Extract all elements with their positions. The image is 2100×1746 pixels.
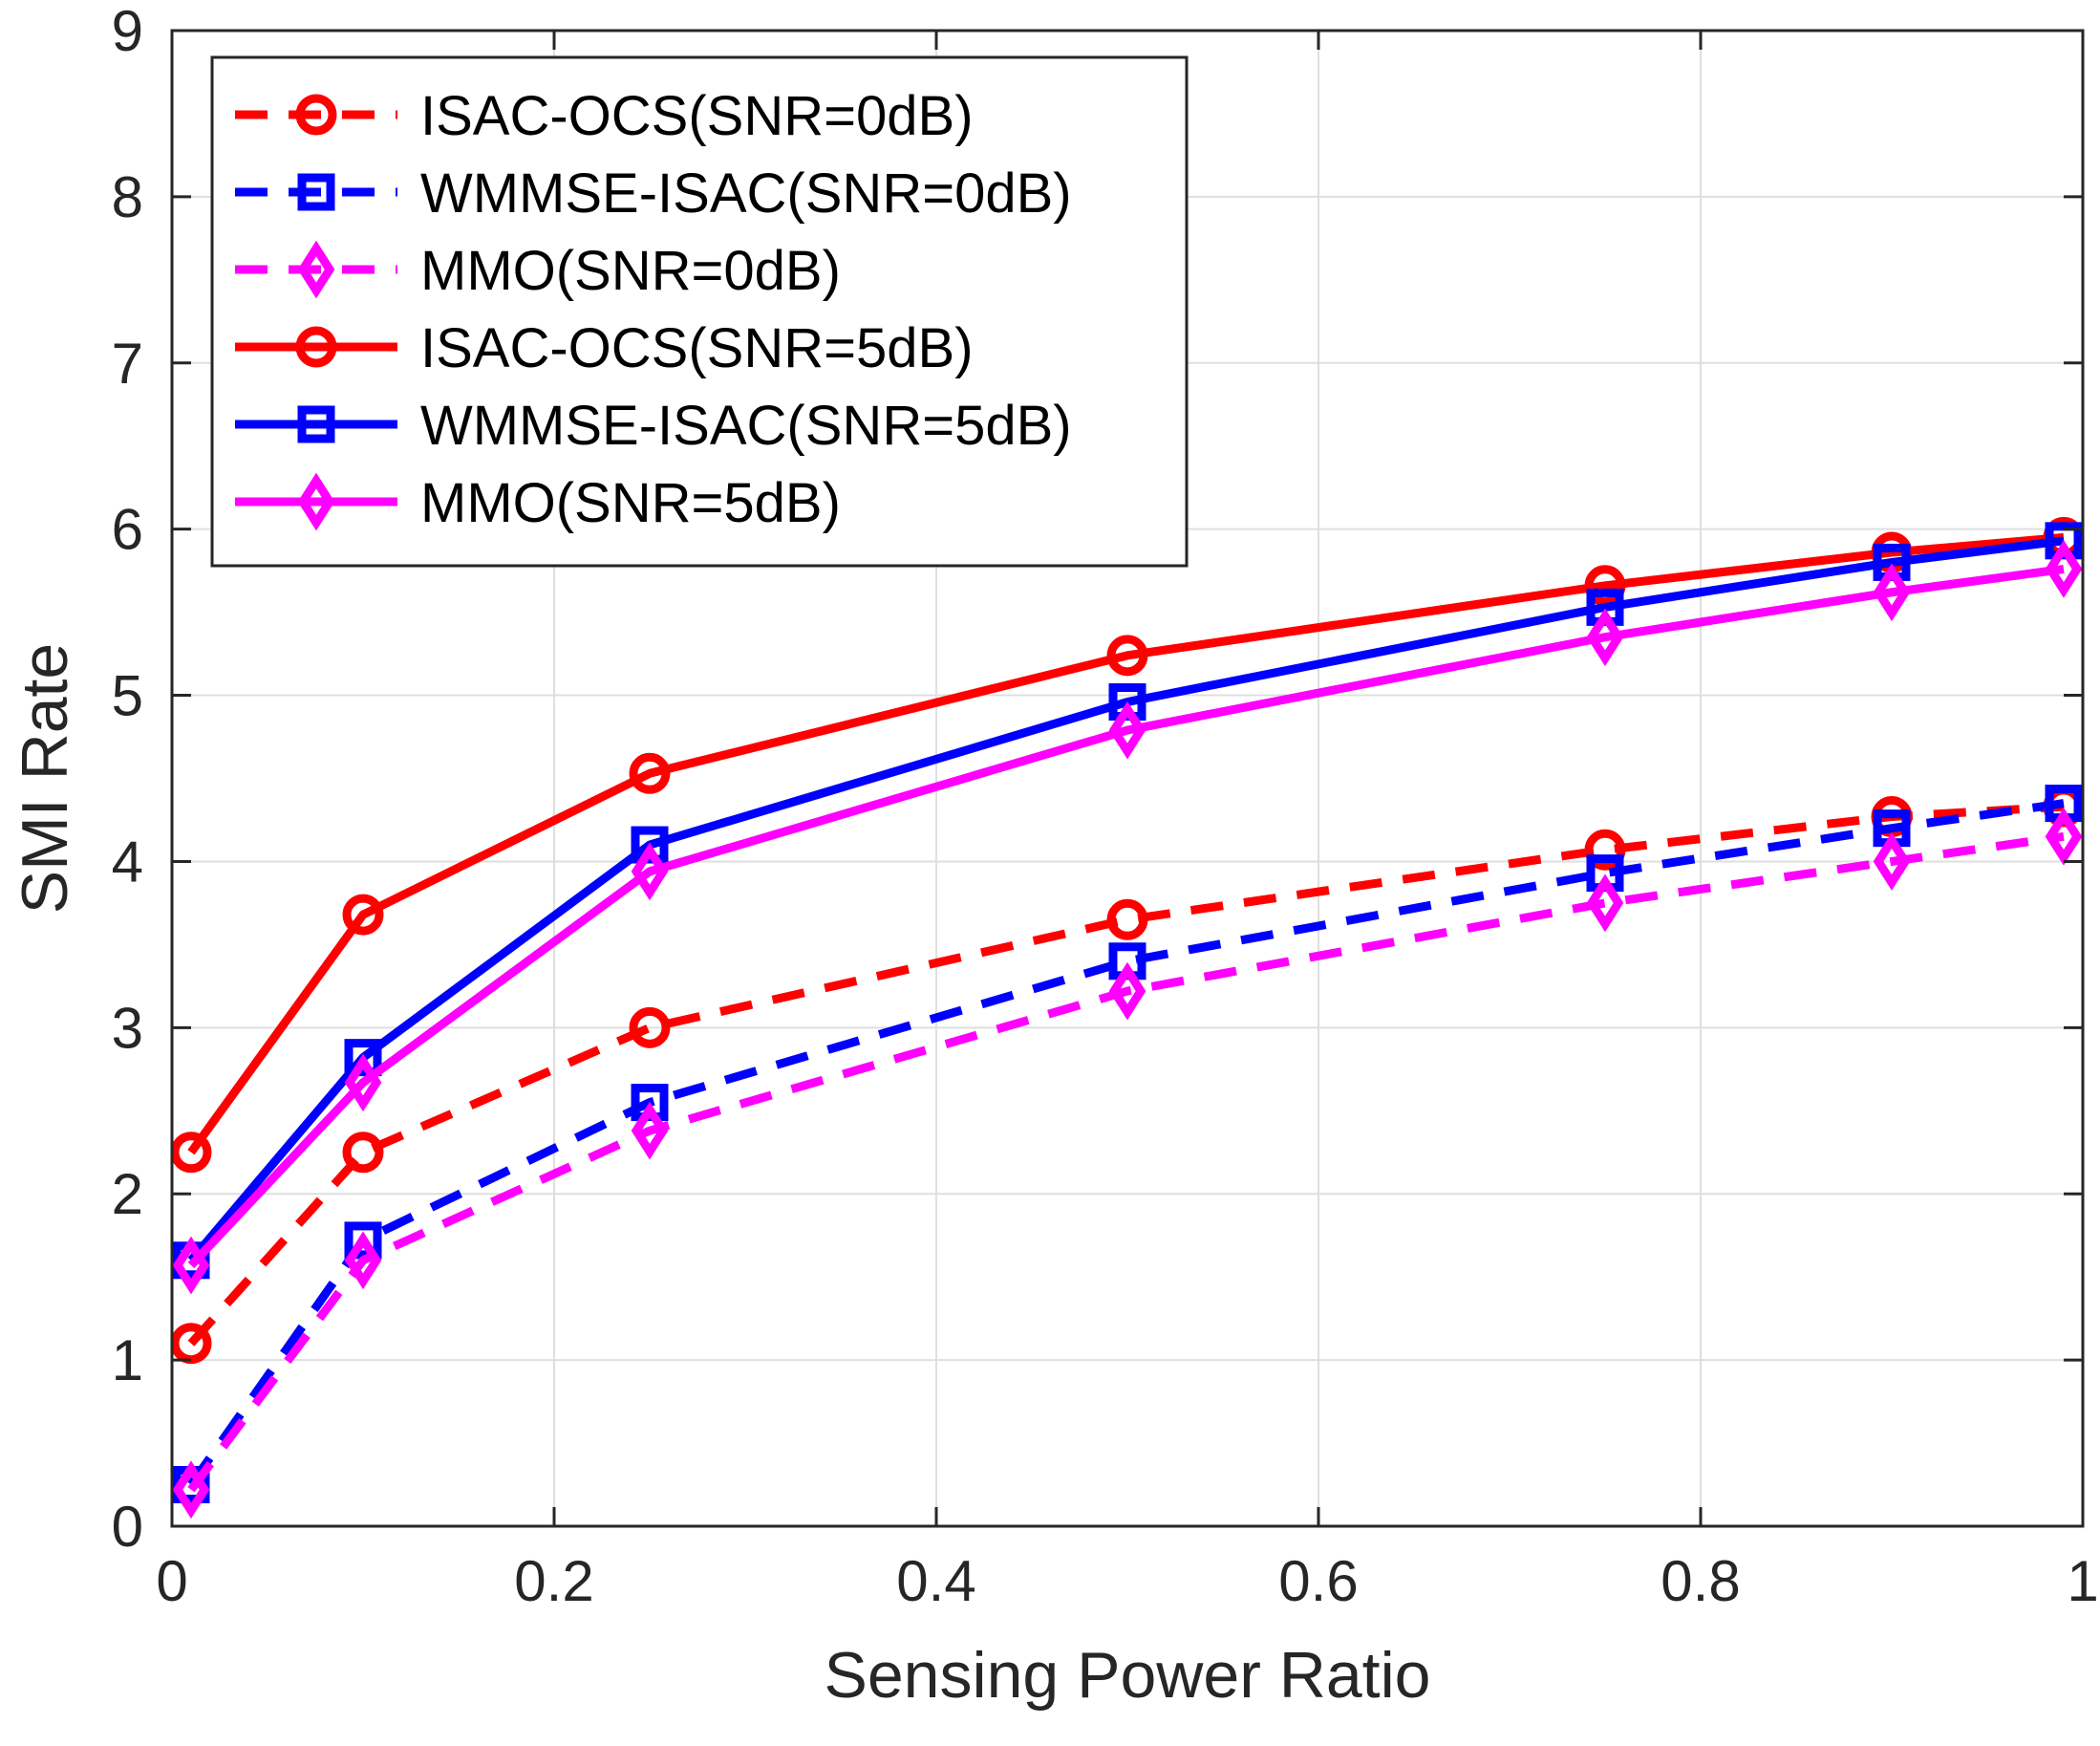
data-point <box>629 1006 671 1048</box>
y-tick-label: 2 <box>112 1162 143 1226</box>
data-point <box>1108 961 1146 1021</box>
y-tick-label: 5 <box>112 664 143 728</box>
legend-marker <box>297 173 335 211</box>
legend-label: WMMSE-ISAC(SNR=5dB) <box>420 395 1072 457</box>
legend-box <box>210 55 1189 568</box>
series-solid-diamond <box>172 540 2083 1295</box>
data-point <box>1108 701 1146 760</box>
legend-label: ISAC-OCS(SNR=0dB) <box>420 85 974 147</box>
data-point <box>172 1236 210 1295</box>
y-tick-label: 1 <box>112 1328 143 1392</box>
data-point <box>344 1221 382 1260</box>
series-line <box>187 564 2065 1269</box>
legend-entry: WMMSE-ISAC(SNR=5dB) <box>235 395 1072 457</box>
data-point <box>344 1039 382 1077</box>
x-tick-label: 0.2 <box>514 1549 593 1613</box>
legend-marker <box>297 472 335 531</box>
data-point <box>1584 565 1626 607</box>
legend-entry: ISAC-OCS(SNR=5dB) <box>235 317 974 379</box>
data-point <box>2045 540 2083 598</box>
y-tick-label: 3 <box>112 996 143 1060</box>
x-tick-label: 0 <box>156 1549 187 1613</box>
legend-marker <box>295 94 337 136</box>
legend-entry: WMMSE-ISAC(SNR=0dB) <box>235 162 1072 225</box>
y-tick-label: 9 <box>112 0 143 63</box>
legend-entry: MMO(SNR=0dB) <box>235 240 841 302</box>
legend-marker <box>297 240 335 299</box>
data-point <box>172 1460 210 1520</box>
x-tick-label: 0.6 <box>1278 1549 1358 1613</box>
y-tick-label: 7 <box>112 332 143 396</box>
x-axis-label: Sensing Power Ratio <box>824 1639 1430 1712</box>
data-point <box>631 842 669 901</box>
data-point <box>1873 563 1911 622</box>
data-point <box>170 1132 212 1174</box>
axes-box <box>170 29 2085 1528</box>
legend-entry: ISAC-OCS(SNR=0dB) <box>235 85 974 147</box>
legend-entry: MMO(SNR=5dB) <box>235 472 841 534</box>
data-point <box>629 752 671 794</box>
y-tick-label: 6 <box>112 498 143 562</box>
data-point <box>344 1053 382 1112</box>
x-tick-label: 0.4 <box>896 1549 975 1613</box>
series-line <box>187 532 2065 1155</box>
x-tick-label: 1 <box>2067 1549 2098 1613</box>
legend: ISAC-OCS(SNR=0dB) WMMSE-ISAC(SNR=0dB) MMO(… <box>210 55 1189 568</box>
legend-label: ISAC-OCS(SNR=5dB) <box>420 317 974 379</box>
data-point <box>2045 807 2083 866</box>
data-point <box>1106 635 1148 677</box>
series-line <box>187 831 2065 1493</box>
data-point <box>342 1132 384 1174</box>
data-point <box>344 1231 382 1290</box>
series-dashed-diamond <box>172 807 2083 1520</box>
legend-marker <box>295 326 337 368</box>
y-axis-label: SMI Rate <box>9 643 81 914</box>
data-point <box>1586 873 1624 933</box>
data-point <box>631 1101 669 1160</box>
legend-label: MMO(SNR=5dB) <box>420 472 841 534</box>
x-tick-label: 0.8 <box>1661 1549 1740 1613</box>
y-tick-label: 0 <box>112 1495 143 1559</box>
legend-label: MMO(SNR=0dB) <box>420 240 841 302</box>
y-tick-label: 8 <box>112 165 143 229</box>
data-point <box>1106 898 1148 940</box>
data-point <box>342 894 384 936</box>
y-tick-label: 4 <box>112 830 143 894</box>
legend-label: WMMSE-ISAC(SNR=0dB) <box>420 162 1072 225</box>
legend-marker <box>297 405 335 443</box>
data-point <box>1873 832 1911 891</box>
data-point <box>1586 608 1624 667</box>
data-point <box>1584 829 1626 871</box>
data-point <box>631 826 669 864</box>
